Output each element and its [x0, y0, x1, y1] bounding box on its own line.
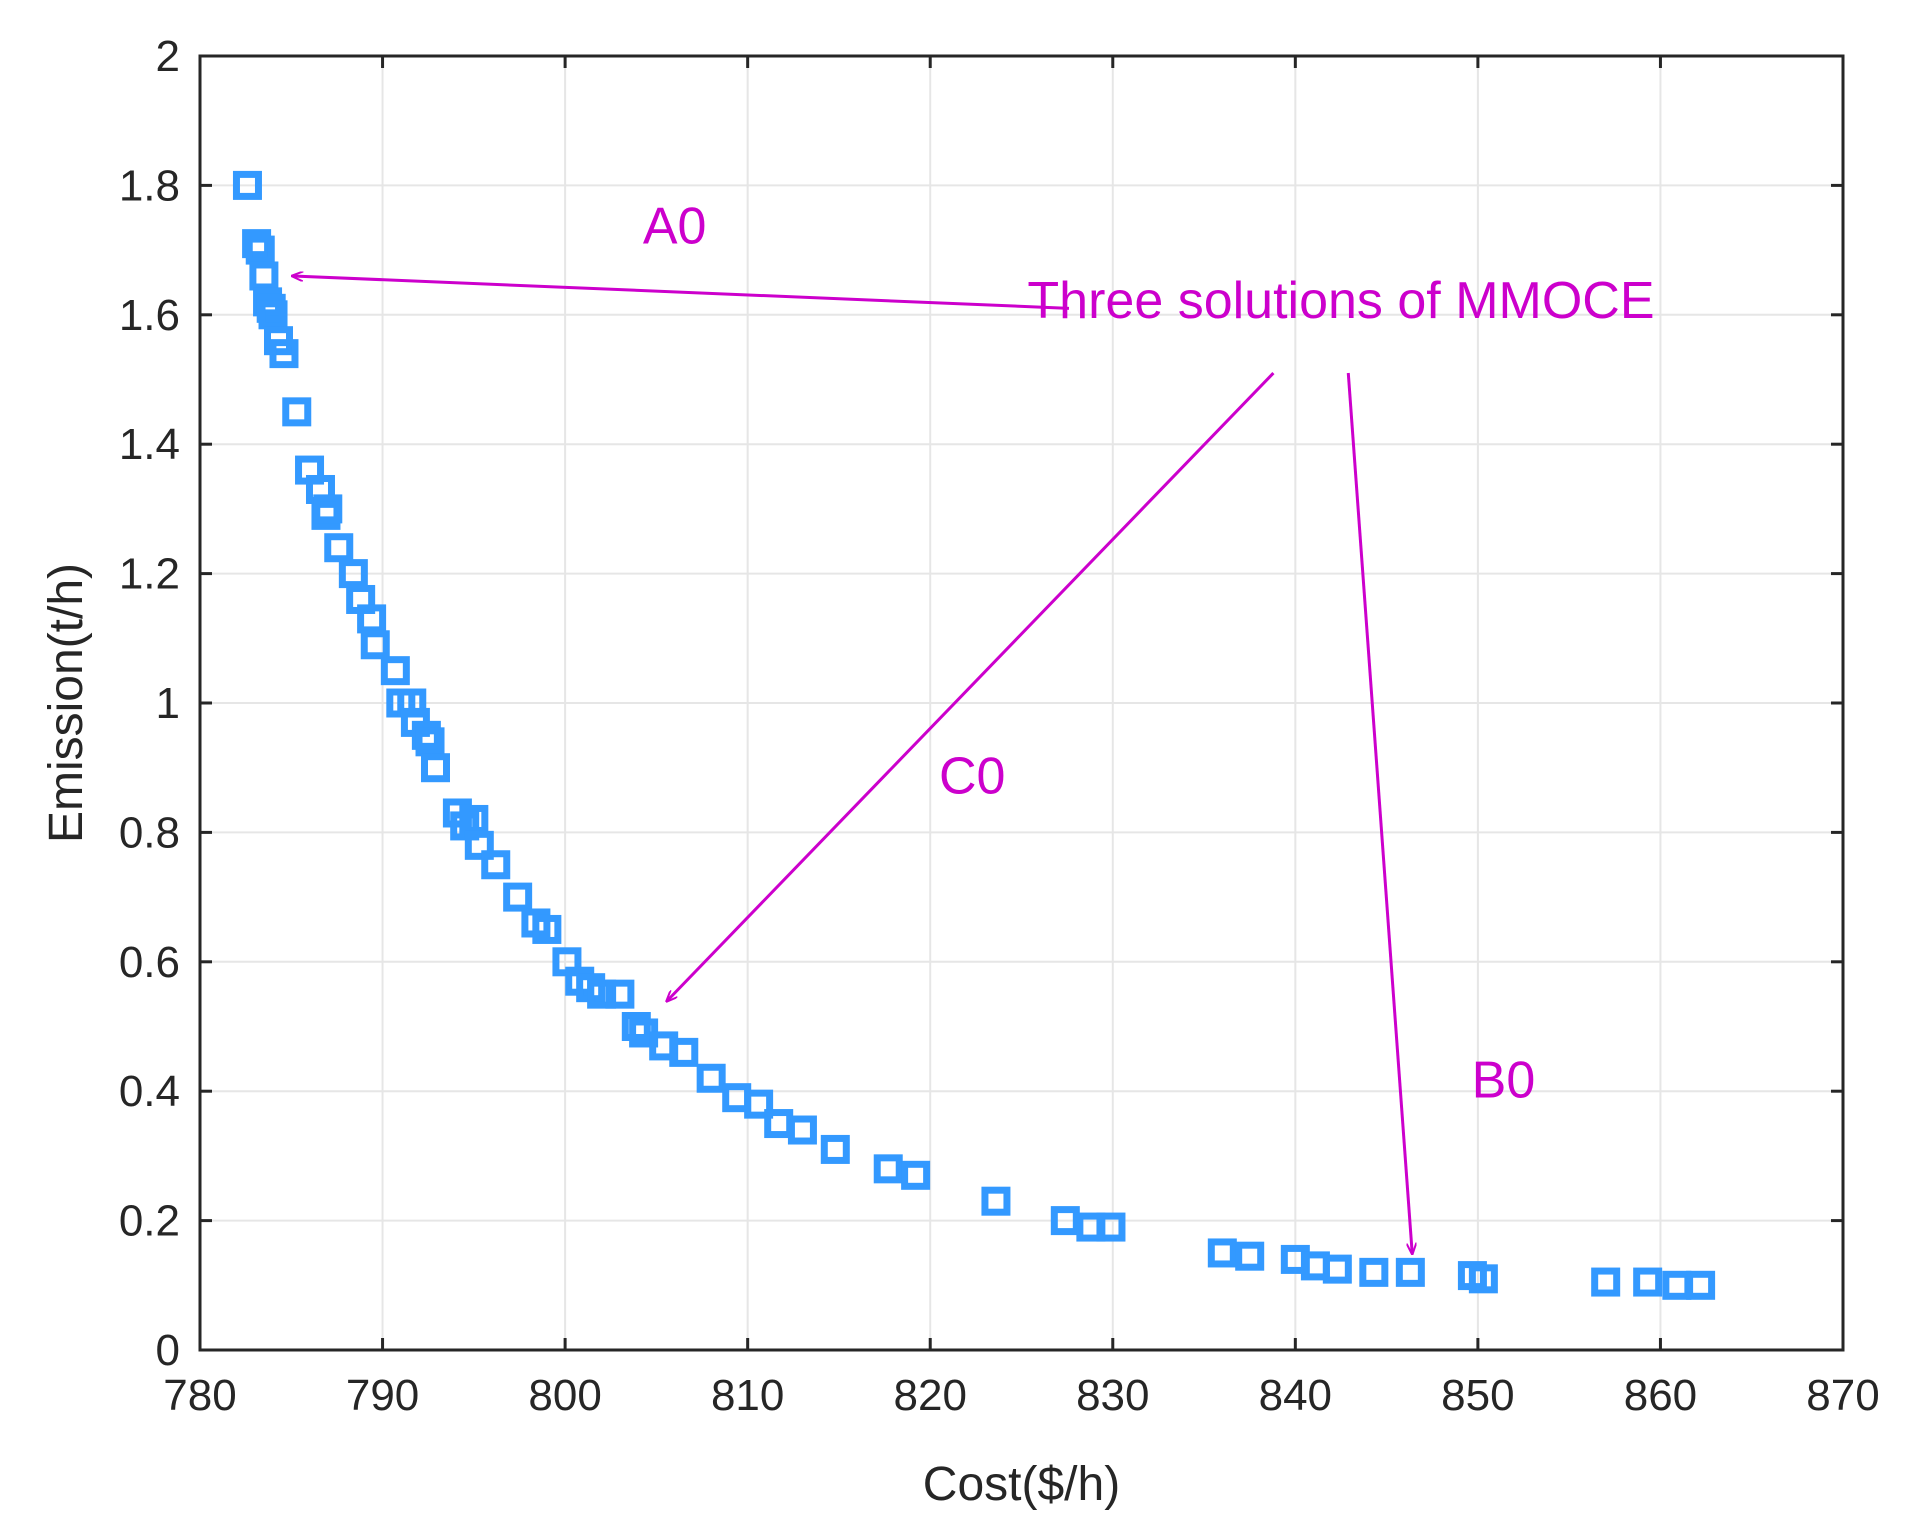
data-point — [459, 804, 489, 834]
y-tick-label: 1.6 — [119, 291, 180, 340]
x-tick-label: 840 — [1259, 1371, 1332, 1420]
x-tick-label: 810 — [711, 1371, 784, 1420]
data-point — [1468, 1264, 1498, 1294]
x-axis-label: Cost($/h) — [923, 1458, 1120, 1511]
annotation-label: B0 — [1472, 1052, 1536, 1110]
y-tick-label: 0.4 — [119, 1067, 180, 1116]
data-point — [503, 882, 533, 912]
y-tick-label: 1.2 — [119, 550, 180, 599]
data-point — [1322, 1254, 1352, 1284]
data-point — [764, 1109, 794, 1139]
x-tick-label: 870 — [1806, 1371, 1879, 1420]
data-point — [1050, 1206, 1080, 1236]
annotation-arrow — [293, 276, 1070, 310]
y-tick-label: 0.2 — [119, 1197, 180, 1246]
y-tick-label: 1.4 — [119, 420, 180, 469]
data-point — [1359, 1257, 1389, 1287]
data-point — [1096, 1212, 1126, 1242]
data-point — [901, 1160, 931, 1190]
data-point — [324, 533, 354, 563]
data-point — [258, 300, 288, 330]
data-point — [338, 559, 368, 589]
data-point — [669, 1037, 699, 1067]
y-axis-label: Emission(t/h) — [40, 563, 93, 843]
data-point — [249, 261, 279, 291]
data-point — [587, 979, 617, 1009]
data-point — [282, 397, 312, 427]
data-point — [532, 914, 562, 944]
data-point — [232, 170, 262, 200]
data-point — [420, 753, 450, 783]
data-point — [464, 830, 494, 860]
x-tick-label: 800 — [528, 1371, 601, 1420]
grid — [200, 56, 1843, 1350]
data-point — [245, 235, 275, 265]
data-point — [415, 727, 445, 757]
y-tick-label: 0.6 — [119, 938, 180, 987]
data-point — [360, 630, 390, 660]
y-tick-label: 2 — [156, 32, 180, 81]
data-point — [787, 1115, 817, 1145]
data-point — [1395, 1257, 1425, 1287]
data-point — [269, 339, 299, 369]
data-point — [981, 1186, 1011, 1216]
annotations: Three solutions of MMOCE A0 C0 B0 — [643, 198, 1655, 1110]
data-point — [820, 1134, 850, 1164]
data-point — [242, 229, 272, 259]
data-point — [1686, 1270, 1716, 1300]
annotation-label: C0 — [939, 748, 1005, 806]
y-tick-label: 1 — [156, 679, 180, 728]
data-point — [357, 604, 387, 634]
data-point — [1633, 1267, 1663, 1297]
x-tick-label: 790 — [346, 1371, 419, 1420]
annotation-label: A0 — [643, 198, 707, 256]
x-tick-label: 780 — [163, 1371, 236, 1420]
data-point — [481, 850, 511, 880]
data-point — [873, 1154, 903, 1184]
annotation-arrow — [667, 371, 1275, 1001]
x-tick-label: 820 — [894, 1371, 967, 1420]
x-tick-label: 860 — [1624, 1371, 1697, 1420]
data-point — [1235, 1241, 1265, 1271]
data-point — [621, 1012, 651, 1041]
data-point — [1591, 1267, 1621, 1297]
data-point — [380, 656, 410, 686]
x-tick-label: 850 — [1441, 1371, 1514, 1420]
data-point — [1662, 1270, 1692, 1300]
data-point — [744, 1089, 774, 1119]
y-tick-label: 1.8 — [119, 161, 180, 210]
y-tick-label: 0 — [156, 1326, 180, 1375]
data-point — [605, 979, 635, 1009]
data-point — [313, 494, 343, 524]
data-point — [1207, 1238, 1237, 1268]
y-tick-label: 0.8 — [119, 808, 180, 857]
annotation-label: Three solutions of MMOCE — [1027, 272, 1654, 330]
data-point — [696, 1063, 726, 1093]
data-point — [411, 720, 441, 750]
x-tick-label: 830 — [1076, 1371, 1149, 1420]
annotation-arrow — [1346, 372, 1412, 1253]
axis-ticks: 780 790 800 810 820 830 840 850 860 870 0 0.2 0.4 0.6… — [119, 32, 1880, 1420]
annotation-arrows — [293, 276, 1412, 1253]
scatter-points — [232, 170, 1716, 1300]
